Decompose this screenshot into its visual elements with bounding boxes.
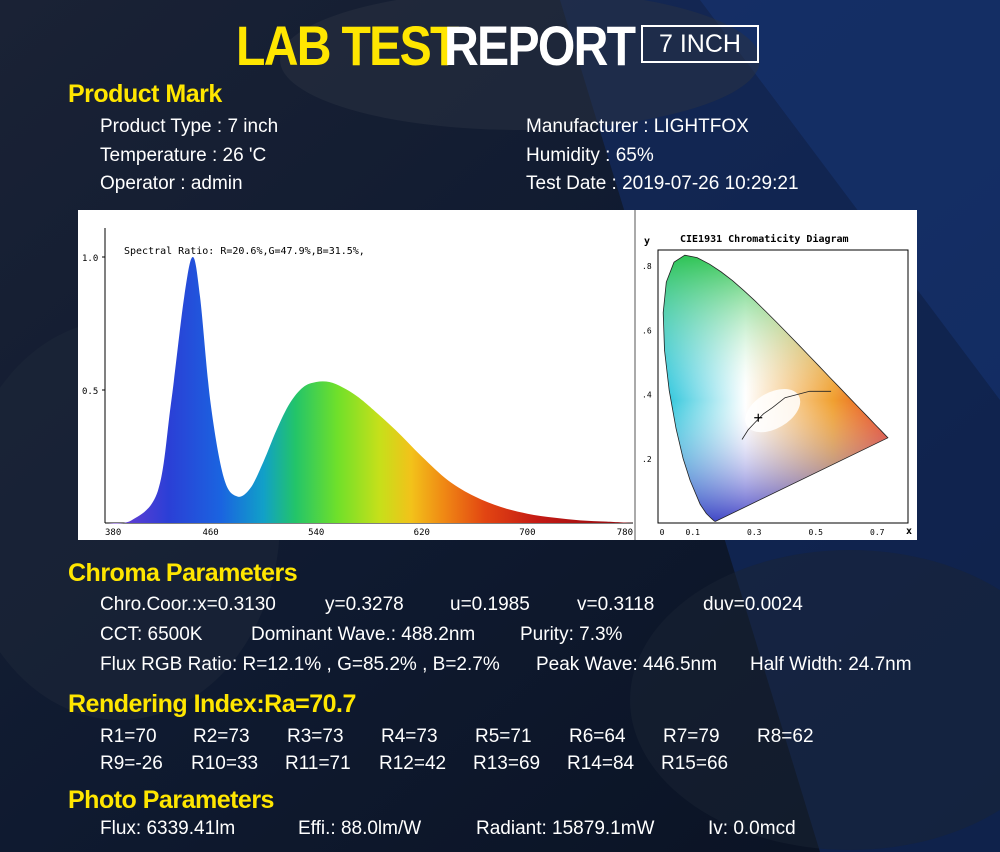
cie-y-label: y [644,236,650,247]
flux-rgb-ratio: Flux RGB Ratio: R=12.1% , G=85.2% , B=2.… [100,654,500,675]
chroma-y: y=0.3278 [325,594,404,615]
cie-x-tick: 0.1 [686,528,701,537]
rendering-value: R12=42 [379,753,447,774]
cie-plot-frame [657,249,909,524]
chroma-section: Chroma Parameters Chro.Coor.:x=0.3130 y=… [0,550,1000,680]
rendering-value: R9=-26 [100,753,163,774]
rendering-value: R4=73 [381,726,438,747]
purity: Purity: 7.3% [520,624,623,645]
cie-y-tick: .6 [642,326,652,335]
cie-white-region [745,388,801,433]
humidity: Humidity : 65% [526,145,654,166]
photo-heading: Photo Parameters [68,786,274,814]
dominant-wave: Dominant Wave.: 488.2nm [251,624,476,645]
chart-panel: 1.0 0.5 380 460 540 620 700 780 Spectral Ratio… [78,210,917,540]
cie-title: CIE1931 Chromaticity Diagram [680,233,849,245]
photo-section: Photo Parameters Flux: 6339.41lm Effi.: … [0,780,1000,852]
chroma-x: Chro.Coor.:x=0.3130 [100,594,276,615]
half-width: Half Width: 24.7nm [750,654,912,675]
size-badge: 7 INCH [641,25,759,63]
title-report: REPORT [444,14,636,77]
cie-planckian-locus [741,390,832,440]
spectrum-area [105,257,633,524]
cie-y-tick: .4 [642,391,652,400]
cie-x-label: x [906,526,912,537]
photo-flux: Flux: 6339.41lm [100,818,236,839]
chroma-duv: duv=0.0024 [703,594,803,615]
rendering-value: R1=70 [100,726,157,747]
test-date: Test Date : 2019-07-26 10:29:21 [526,173,799,194]
photo-radiant: Radiant: 15879.1mW [476,818,655,839]
photo-iv: Iv: 0.0mcd [708,818,796,839]
chroma-heading: Chroma Parameters [68,559,298,587]
rendering-heading: Rendering Index:Ra=70.7 [68,690,356,718]
cie-x-tick: 0.7 [870,528,885,537]
spectral-ratio-annotation: Spectral Ratio: R=20.6%,G=47.9%,B=31.5%, [124,246,365,257]
cie-x-tick: 0.5 [809,528,824,537]
rendering-value: R3=73 [287,726,344,747]
rendering-value: R10=33 [191,753,259,774]
operator: Operator : admin [100,173,243,194]
photo-efficiency: Effi.: 88.0lm/W [298,818,422,839]
cie-x-tick: 0.3 [747,528,762,537]
cct: CCT: 6500K [100,624,203,645]
peak-wave: Peak Wave: 446.5nm [536,654,717,675]
spectrum-x-tick: 700 [519,528,535,538]
rendering-value: R5=71 [475,726,532,747]
cie-x-tick: 0 [660,528,665,537]
product-mark-section: Product Mark Product Type : 7 inch Tempe… [0,0,1000,200]
rendering-value: R7=79 [663,726,720,747]
rendering-value: R13=69 [473,753,541,774]
rendering-value: R8=62 [757,726,814,747]
chroma-u: u=0.1985 [450,594,530,615]
rendering-section: Rendering Index:Ra=70.7 R1=70 R2=73 R3=73 R… [0,680,1000,780]
rendering-value: R15=66 [661,753,729,774]
chroma-v: v=0.3118 [577,594,655,615]
spectrum-x-tick: 540 [308,528,324,538]
spectrum-y-tick: 1.0 [82,254,98,264]
report-header: LAB TEST REPORT 7 INCH [0,8,1000,78]
cie-color-overlay [663,255,888,522]
spectrum-chart: 1.0 0.5 380 460 540 620 700 780 Spectral Ratio… [82,210,636,540]
temperature: Temperature : 26 'C [100,145,267,166]
cie-chart: y CIE1931 Chromaticity Diagram .8.6.4.2 … [642,233,912,537]
rendering-value: R6=64 [569,726,626,747]
spectrum-y-tick: 0.5 [82,387,98,397]
product-mark-heading: Product Mark [68,80,222,108]
spectrum-x-tick: 460 [202,528,218,538]
title-lab-test: LAB TEST [236,14,459,77]
rendering-value: R14=84 [567,753,635,774]
cie-y-tick: .8 [642,262,652,271]
spectrum-x-tick: 620 [414,528,430,538]
product-type: Product Type : 7 inch [100,116,279,137]
rendering-value: R11=71 [285,753,351,774]
cie-y-tick: .2 [642,455,652,464]
cie-measured-point [754,413,763,422]
manufacturer: Manufacturer : LIGHTFOX [526,116,749,137]
spectrum-x-tick: 780 [617,528,633,538]
spectrum-x-tick: 380 [105,528,121,538]
cie-spectral-locus [662,254,889,522]
rendering-value: R2=73 [193,726,250,747]
